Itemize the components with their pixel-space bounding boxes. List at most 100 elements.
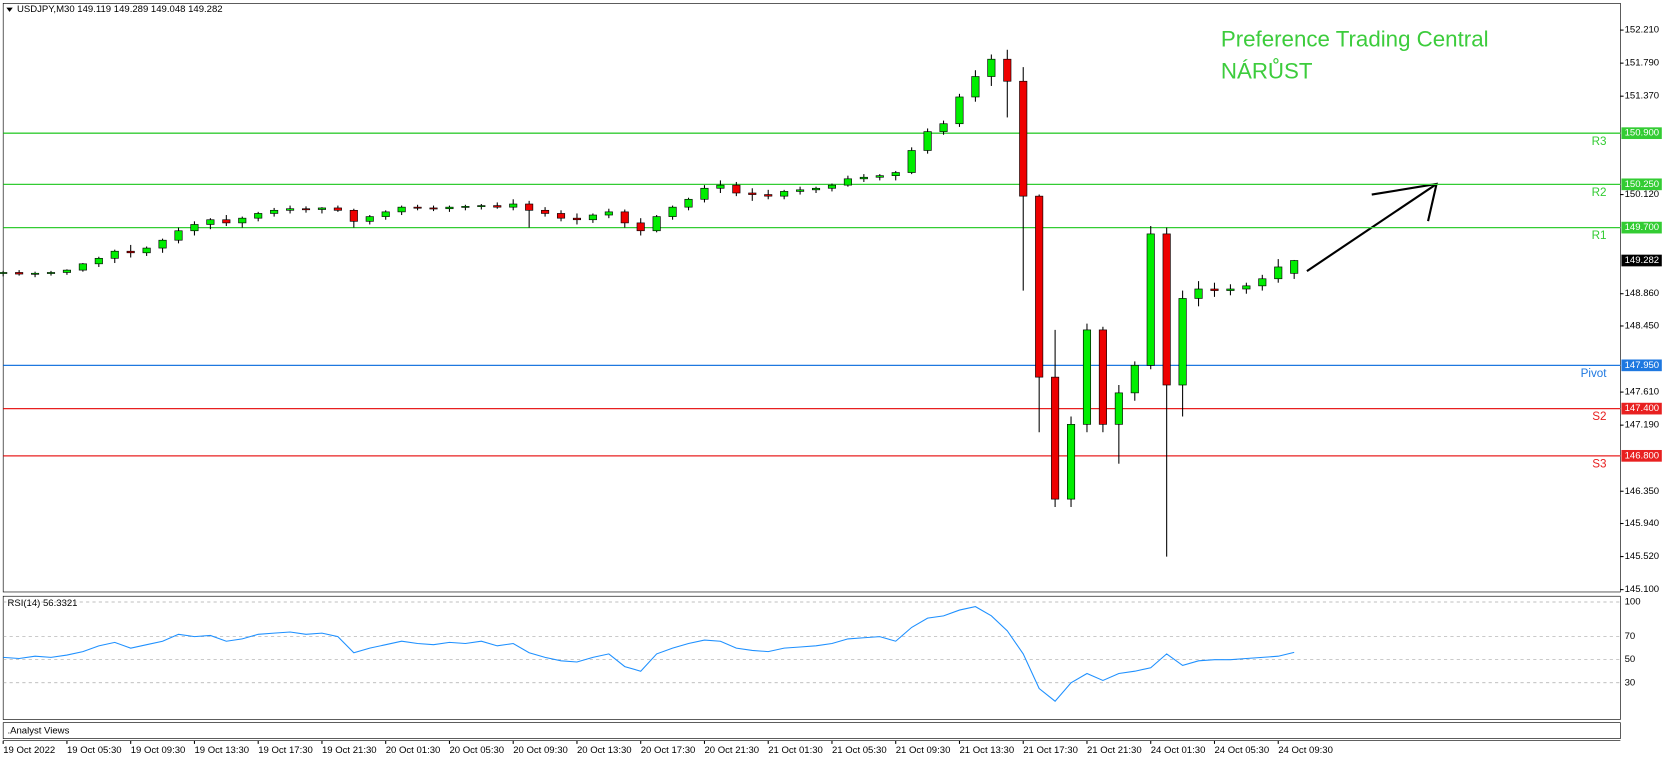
level-name: R2 [1592, 186, 1607, 199]
candle-body [270, 209, 279, 214]
level-price-label: 150.900 [1625, 128, 1660, 139]
y-tick-label: 151.370 [1625, 91, 1660, 102]
level-price-label: 149.700 [1625, 222, 1660, 233]
candle-body [780, 191, 789, 197]
candle-body [46, 272, 56, 274]
last-price-label: 149.282 [1625, 255, 1660, 266]
rsi-tick-label: 100 [1625, 597, 1641, 608]
level-name: R3 [1592, 135, 1607, 148]
candle-body [811, 187, 821, 191]
candle-body [158, 239, 167, 249]
candle-body [572, 217, 581, 221]
candle-body [891, 172, 900, 176]
level-name: S2 [1592, 410, 1606, 423]
candle-body [1019, 80, 1028, 197]
footer-label: .Analyst Views [7, 726, 69, 737]
x-tick-label: 21 Oct 01:30 [768, 745, 823, 756]
y-tick-label: 148.450 [1625, 321, 1660, 332]
candle-body [286, 208, 295, 211]
x-tick-label: 19 Oct 09:30 [131, 745, 186, 756]
candle-body [445, 206, 454, 210]
annotation: NÁRŮST [1221, 58, 1313, 83]
candle-body [301, 208, 311, 211]
candle-body [716, 184, 725, 189]
x-tick-label: 20 Oct 01:30 [386, 745, 441, 756]
candle-body [1194, 288, 1203, 299]
x-tick-label: 20 Oct 05:30 [449, 745, 504, 756]
candle-body [1290, 260, 1299, 274]
candle-body [796, 189, 805, 192]
candle-body [939, 123, 948, 132]
candle-body [764, 194, 773, 197]
candle-body [1067, 424, 1076, 500]
y-tick-label: 151.790 [1625, 58, 1660, 69]
main-panel [2, 3, 1621, 593]
x-tick-label: 21 Oct 09:30 [896, 745, 951, 756]
x-tick-label: 19 Oct 13:30 [194, 745, 249, 756]
level-price-box [1621, 127, 1662, 140]
y-tick-label: 150.120 [1625, 189, 1660, 200]
candle-body [620, 211, 629, 224]
candle-body [238, 217, 247, 224]
candle-body [429, 207, 438, 210]
candle-body [556, 213, 566, 219]
candle-body [588, 214, 597, 221]
candle-body [843, 178, 852, 186]
y-tick-label: 145.940 [1625, 518, 1660, 529]
candle-body [509, 203, 518, 208]
candle-body [493, 205, 502, 208]
candle-body [859, 176, 868, 180]
candle-body [827, 184, 837, 189]
x-tick-label: 21 Oct 13:30 [959, 745, 1014, 756]
candle-body [525, 203, 534, 211]
candle-body [190, 224, 199, 232]
candle-body [1178, 298, 1187, 386]
candle-body [349, 209, 358, 222]
candle-body [1114, 392, 1123, 425]
rsi-label: RSI(14) 56.3321 [7, 598, 77, 609]
rsi-tick-label: 50 [1625, 654, 1636, 665]
level-price-box [1621, 178, 1662, 191]
candle-body [1162, 233, 1171, 386]
level-price-label: 150.250 [1625, 179, 1660, 190]
candle-body [397, 206, 406, 213]
candle-body [1082, 329, 1092, 425]
candle-body [126, 250, 135, 254]
candle-body [222, 219, 231, 224]
y-tick-label: 147.610 [1625, 387, 1660, 398]
level-name: Pivot [1581, 367, 1608, 380]
level-price-label: 147.950 [1625, 360, 1660, 371]
level-name: R1 [1592, 229, 1607, 242]
x-tick-label: 21 Oct 17:30 [1023, 745, 1078, 756]
candle-body [923, 131, 932, 151]
x-tick-label: 21 Oct 21:30 [1087, 745, 1142, 756]
candle-body [78, 263, 87, 271]
candle-body [1146, 233, 1155, 366]
level-price-label: 146.800 [1625, 450, 1660, 461]
last-price-box [1621, 254, 1662, 267]
candle-body [636, 222, 645, 232]
candle-body [94, 257, 103, 265]
x-tick-label: 20 Oct 13:30 [577, 745, 632, 756]
y-tick-label: 147.190 [1625, 420, 1660, 431]
candle-body [1258, 278, 1267, 287]
rsi-tick-label: 70 [1625, 631, 1636, 642]
candle-body [1098, 329, 1107, 425]
candle-body [1051, 376, 1060, 500]
level-price-box [1621, 221, 1662, 234]
y-tick-label: 152.210 [1625, 25, 1660, 36]
candle-body [206, 219, 215, 225]
candle-body [1226, 288, 1235, 291]
y-tick-label: 145.100 [1625, 584, 1660, 595]
x-tick-label: 19 Oct 17:30 [258, 745, 313, 756]
candle-body [461, 206, 470, 208]
candle-body [31, 272, 40, 275]
candle-body [668, 206, 677, 217]
rsi-line [3, 606, 1295, 702]
x-tick-label: 19 Oct 21:30 [322, 745, 377, 756]
candle-body [700, 187, 709, 200]
candle-body [174, 230, 183, 241]
candle-body [0, 272, 8, 274]
candle-body [413, 206, 422, 209]
